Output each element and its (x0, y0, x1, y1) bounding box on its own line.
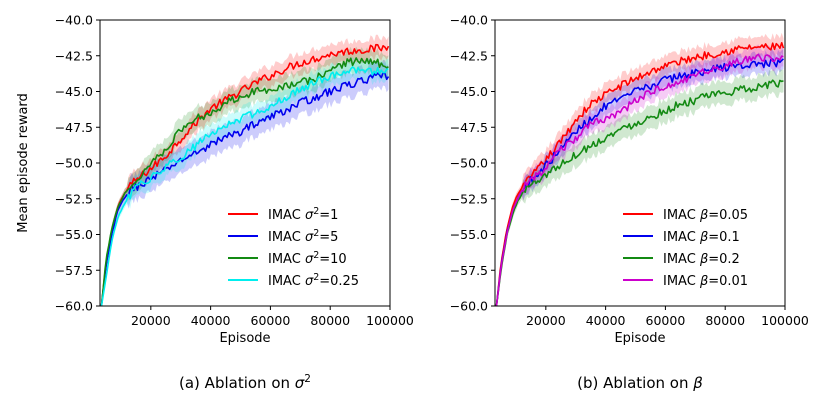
legend-label-4: IMAC β=0.01 (663, 274, 748, 289)
legend-label-2: IMAC β=0.1 (663, 230, 740, 245)
legend-suffix: =1 (319, 208, 338, 223)
y-tick-label: −47.5 (450, 120, 488, 135)
legend-label-3: IMAC β=0.2 (663, 252, 740, 267)
legend-symbol: σ (305, 274, 314, 289)
legend-symbol: σ (305, 208, 314, 223)
y-tick-label: −40.0 (450, 13, 488, 28)
legend-prefix: IMAC (663, 274, 700, 289)
legend-symbol: β (699, 230, 708, 245)
x-tick-label: 60000 (646, 313, 686, 328)
legend-prefix: IMAC (268, 274, 305, 289)
series-lines (495, 42, 785, 306)
band-series-4 (101, 57, 389, 306)
caption-symbol: σ (295, 374, 305, 392)
legend-label-2: IMAC σ2=5 (268, 228, 338, 245)
caption-superscript: 2 (304, 373, 311, 385)
line-series-4 (100, 66, 389, 306)
y-tick-label: −57.5 (450, 263, 488, 278)
x-tick-label: 20000 (526, 313, 566, 328)
band-series-2 (101, 59, 389, 306)
chart-panel-b: 20000 40000 60000 80000 100000 −60.0 −57.5 −55.… (450, 13, 809, 393)
legend-prefix: IMAC (663, 252, 700, 267)
y-tick-label: −40.0 (55, 13, 93, 28)
confidence-bands (101, 34, 389, 306)
legend-label-3: IMAC σ2=10 (268, 250, 347, 267)
y-tick-label: −50.0 (450, 156, 488, 171)
legend-superscript: 2 (313, 272, 319, 283)
series-lines (100, 43, 390, 306)
legend-suffix: =0.2 (708, 252, 740, 267)
legend-prefix: IMAC (268, 208, 305, 223)
x-tick-label: 20000 (131, 313, 171, 328)
legend-prefix: IMAC (663, 208, 700, 223)
y-tick-label: −60.0 (450, 299, 488, 314)
band-series-1 (101, 34, 389, 306)
line-series-2 (100, 71, 390, 306)
y-tick-label: −57.5 (55, 263, 93, 278)
y-tick-label: −50.0 (55, 156, 93, 171)
y-tick-label: −60.0 (55, 299, 93, 314)
legend-prefix: IMAC (268, 252, 305, 267)
band-series-3 (101, 46, 389, 306)
legend-prefix: IMAC (663, 230, 700, 245)
line-series-4 (495, 53, 784, 306)
band-series-3 (496, 68, 784, 306)
legend-prefix: IMAC (268, 230, 305, 245)
legend-superscript: 2 (313, 250, 319, 261)
legend-suffix: =0.25 (319, 274, 359, 289)
y-axis-label: Mean episode reward (16, 93, 31, 233)
x-tick-label: 40000 (191, 313, 231, 328)
y-tick-label: −42.5 (450, 48, 488, 63)
legend-label-4: IMAC σ2=0.25 (268, 272, 359, 289)
caption-prefix: (b) Ablation on (577, 374, 693, 392)
y-tick-label: −45.0 (55, 84, 93, 99)
x-axis-label: Episode (219, 331, 270, 346)
legend-symbol: β (699, 208, 708, 223)
y-tick-label: −55.0 (450, 227, 488, 242)
line-series-3 (495, 79, 784, 306)
legend-label-1: IMAC σ2=1 (268, 206, 338, 223)
legend-symbol: β (699, 274, 708, 289)
legend-symbol: σ (305, 252, 314, 267)
caption-symbol: β (692, 374, 703, 392)
y-tick-label: −52.5 (55, 191, 93, 206)
legend-superscript: 2 (313, 206, 319, 217)
legend-suffix: =0.05 (708, 208, 748, 223)
x-tick-label: 60000 (251, 313, 291, 328)
panel-caption: (b) Ablation on β (577, 374, 703, 392)
legend-symbol: β (699, 252, 708, 267)
x-tick-label: 40000 (586, 313, 626, 328)
y-tick-label: −47.5 (55, 120, 93, 135)
x-tick-label: 80000 (705, 313, 745, 328)
x-tick-label: 80000 (310, 313, 350, 328)
panel-caption: (a) Ablation on σ2 (179, 373, 311, 392)
legend-suffix: =10 (319, 252, 346, 267)
line-series-1 (100, 43, 390, 306)
y-tick-label: −42.5 (55, 48, 93, 63)
y-tick-label: −55.0 (55, 227, 93, 242)
chart-panel-a: 20000 40000 60000 80000 100000 −60.0 −57.5 −55.… (16, 13, 414, 393)
x-tick-label: 100000 (366, 313, 414, 328)
caption-prefix: (a) Ablation on (179, 374, 295, 392)
legend-superscript: 2 (313, 228, 319, 239)
legend-suffix: =5 (319, 230, 338, 245)
x-axis-label: Episode (614, 331, 665, 346)
legend-suffix: =0.1 (708, 230, 740, 245)
y-tick-label: −52.5 (450, 191, 488, 206)
legend-label-1: IMAC β=0.05 (663, 208, 748, 223)
legend-symbol: σ (305, 230, 314, 245)
line-series-3 (100, 57, 389, 306)
legend-suffix: =0.01 (708, 274, 748, 289)
line-series-2 (495, 58, 785, 306)
y-tick-label: −45.0 (450, 84, 488, 99)
x-tick-label: 100000 (761, 313, 809, 328)
